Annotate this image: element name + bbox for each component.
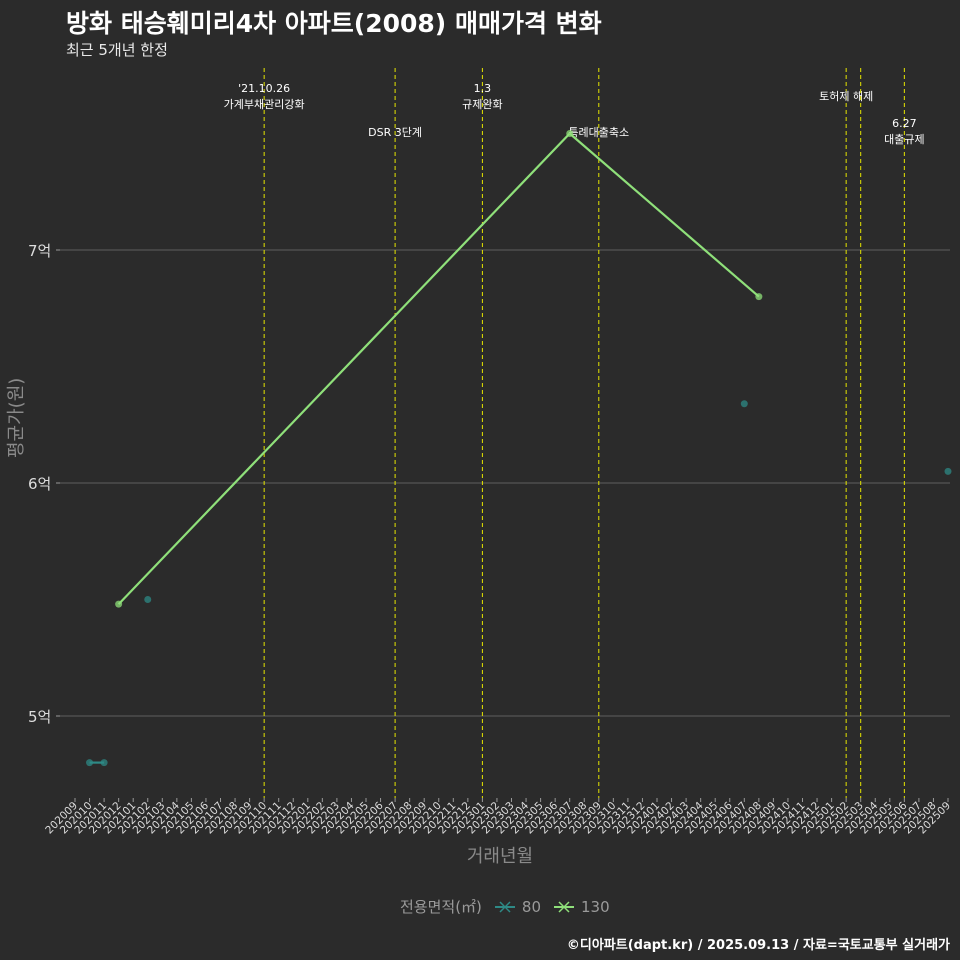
event-label: 토허제 해제 — [819, 89, 873, 103]
legend-key-130-icon — [554, 900, 574, 913]
event-label: 1.3 — [474, 82, 492, 95]
x-axis-label: 거래년월 — [466, 846, 534, 867]
legend-label-80: 80 — [521, 897, 541, 916]
footer-credit: ©디아파트(dapt.kr) / 2025.09.13 / 자료=국토교통부 실… — [566, 938, 950, 953]
legend-key-80-icon — [494, 900, 515, 913]
event-label: 6.27 — [892, 117, 917, 130]
series-80-point — [740, 400, 748, 408]
event-label: '21.10.26 — [238, 82, 290, 95]
series-80-point — [86, 759, 94, 767]
series-80-point — [100, 759, 108, 767]
y-tick-label: 5억 — [28, 708, 52, 726]
y-axis-label: 평균가(원) — [6, 377, 27, 458]
event-label: 규제완화 — [462, 98, 502, 111]
series-130-line — [568, 132, 760, 298]
event-label: DSR 3단계 — [368, 126, 422, 139]
event-label: 특례대출축소 — [568, 126, 629, 139]
legend: 전용면적(㎡) 80 130 — [400, 896, 610, 917]
event-label: 대출규제 — [884, 133, 924, 146]
series-80-point — [944, 467, 952, 475]
series-130-point — [566, 130, 574, 137]
legend-label-130: 130 — [581, 897, 610, 916]
series-130-point — [755, 293, 763, 301]
legend-item-130[interactable]: 130 — [553, 898, 610, 916]
y-tick-label: 6억 — [28, 475, 52, 493]
series-80-point — [144, 596, 152, 603]
legend-item-80[interactable]: 80 — [494, 898, 541, 916]
legend-title: 전용면적(㎡) — [400, 898, 482, 916]
y-tick-label: 7억 — [28, 242, 52, 260]
chart-subtitle: 최근 5개년 한정 — [66, 41, 168, 59]
event-label: 가계부채관리강화 — [224, 98, 305, 111]
chart-title: 방화 태승훼미리4차 아파트(2008) 매매가격 변화 — [66, 9, 602, 38]
series-130-line — [117, 132, 571, 605]
series-130-point — [115, 600, 123, 608]
